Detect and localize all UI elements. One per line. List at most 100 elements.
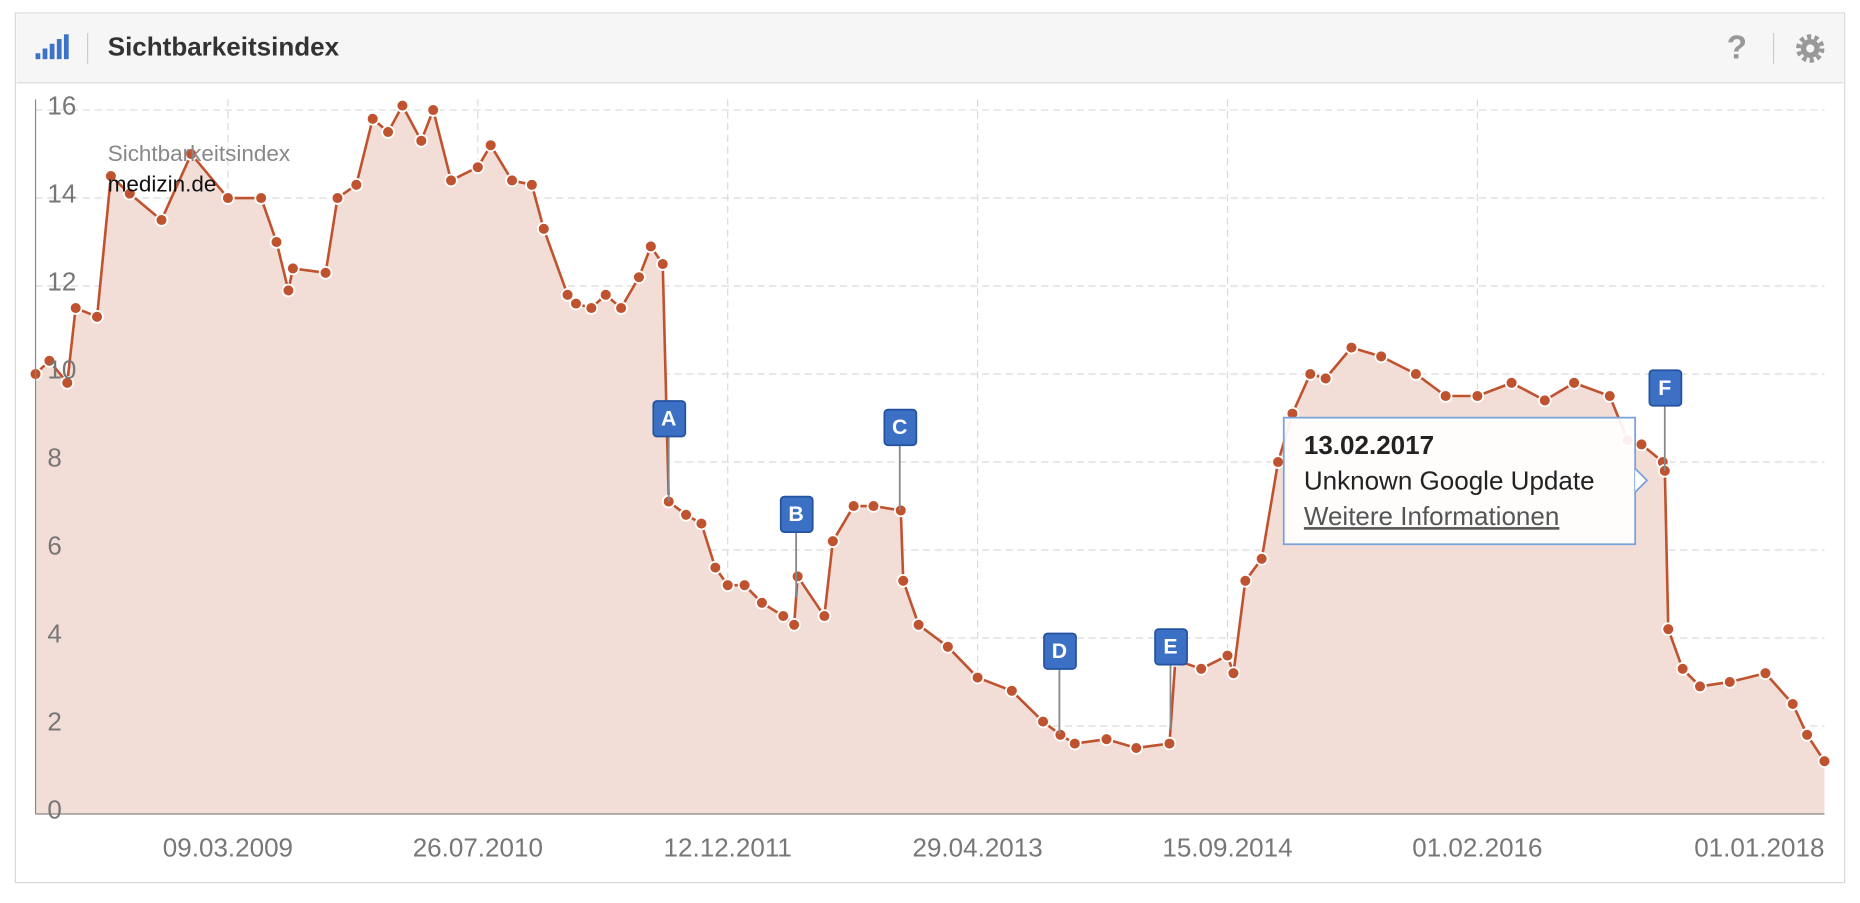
data-point <box>1470 389 1485 403</box>
event-label[interactable]: B <box>788 502 803 526</box>
data-point <box>281 283 296 298</box>
data-point <box>349 178 364 192</box>
data-point <box>679 508 693 522</box>
data-point <box>1129 741 1144 755</box>
data-point <box>1758 666 1773 681</box>
data-point <box>1303 367 1318 381</box>
y-tick-label: 4 <box>47 619 61 649</box>
data-point <box>1318 371 1333 386</box>
data-point <box>560 288 575 302</box>
event-label[interactable]: C <box>892 415 907 439</box>
event-label[interactable]: A <box>661 407 676 431</box>
tooltip-text: Unknown Google Update <box>1304 466 1595 496</box>
data-point <box>104 169 118 183</box>
panel-title: Sichtbarkeitsindex <box>108 31 340 61</box>
data-point <box>655 257 670 271</box>
data-point <box>286 261 300 276</box>
data-point <box>184 147 199 161</box>
x-tick-label: 12.12.2011 <box>664 832 792 862</box>
data-point <box>1409 367 1423 381</box>
data-point <box>395 98 410 113</box>
data-point <box>122 186 137 201</box>
data-point <box>941 640 955 654</box>
plot-area: 0 2 4 6 8 10 12 14 16 09.03.2009 26.07.2010 12.12.2… <box>28 91 1832 862</box>
data-point <box>866 499 881 513</box>
data-point <box>1238 574 1253 588</box>
x-tick-label: 09.03.2009 <box>163 832 293 862</box>
event-label[interactable]: F <box>1658 376 1671 400</box>
data-point <box>893 503 908 518</box>
y-tick-label: 10 <box>47 355 76 385</box>
data-point <box>60 376 75 390</box>
data-point <box>826 534 840 549</box>
data-point <box>1722 675 1737 689</box>
area <box>35 105 1825 814</box>
data-point <box>330 191 345 205</box>
y-tick-label: 16 <box>47 91 76 121</box>
data-point <box>318 266 333 280</box>
event-flag <box>1154 628 1188 666</box>
data-point <box>381 125 395 139</box>
help-icon[interactable]: ? <box>1727 29 1747 66</box>
event-label[interactable]: E <box>1163 635 1177 659</box>
data-point <box>505 173 519 188</box>
data-point <box>694 516 709 531</box>
data-point <box>90 310 104 324</box>
data-point <box>1099 732 1114 747</box>
data-point <box>471 160 485 175</box>
data-point <box>787 618 801 632</box>
data-point <box>644 239 658 254</box>
data-point <box>1220 648 1235 663</box>
data-point <box>1226 666 1241 681</box>
data-point <box>846 499 861 513</box>
data-point <box>365 112 380 126</box>
data-point <box>790 569 805 584</box>
data-point <box>1067 736 1082 751</box>
data-point <box>1438 389 1453 403</box>
data-point <box>817 609 832 623</box>
tooltip-link[interactable]: Weitere Informationen <box>1304 501 1559 531</box>
data-point <box>632 270 646 285</box>
data-point <box>1785 697 1800 711</box>
data-point <box>598 288 613 302</box>
data-point <box>1567 376 1581 390</box>
event-flag <box>883 408 918 447</box>
data-point <box>1504 376 1519 390</box>
data-point <box>1817 754 1832 769</box>
data-point <box>536 222 551 236</box>
panel-header <box>16 14 1844 83</box>
data-point <box>1538 393 1552 408</box>
data-point <box>584 301 599 315</box>
x-tick-label: 15.09.2014 <box>1162 832 1292 862</box>
legend-title: Sichtbarkeitsindex <box>108 141 290 166</box>
data-point <box>970 670 985 685</box>
data-point <box>1634 437 1649 452</box>
data-point <box>525 178 539 192</box>
legend-entry[interactable]: medizin.de <box>108 172 217 197</box>
event-label[interactable]: D <box>1052 639 1067 663</box>
tooltip-pointer <box>1634 467 1649 493</box>
y-tick-label: 6 <box>47 531 61 561</box>
data-point <box>755 596 769 610</box>
data-point <box>1005 684 1019 698</box>
data-point <box>911 618 926 632</box>
event-flag <box>779 495 814 533</box>
y-tick-label: 8 <box>47 443 61 473</box>
data-point <box>42 354 57 368</box>
x-tick-label: 26.07.2010 <box>413 832 543 862</box>
x-tick-label: 29.04.2013 <box>912 832 1042 862</box>
data-point <box>1271 455 1285 469</box>
x-tick-label: 01.02.2016 <box>1412 832 1542 862</box>
data-point <box>1800 727 1814 742</box>
data-point <box>1036 714 1050 729</box>
data-point <box>444 173 458 188</box>
y-tick-label: 12 <box>47 267 76 297</box>
tooltip: 13.02.2017 Unknown Google Update Weitere I… <box>1282 416 1649 546</box>
data-point <box>896 574 911 588</box>
data-point <box>614 301 628 315</box>
settings-icon[interactable] <box>1796 34 1825 63</box>
data-point <box>1053 727 1068 742</box>
event-flag <box>652 400 687 438</box>
data-point <box>708 560 723 575</box>
data-point <box>569 296 583 311</box>
